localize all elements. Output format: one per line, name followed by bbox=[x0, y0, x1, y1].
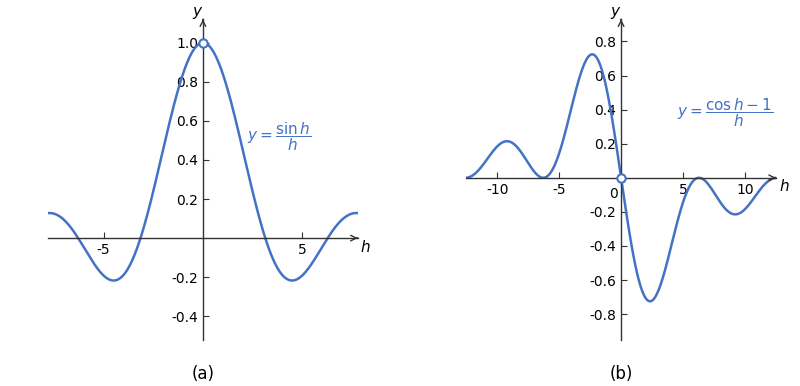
Text: h: h bbox=[779, 179, 789, 195]
Text: $y = \dfrac{\cos h - 1}{h}$: $y = \dfrac{\cos h - 1}{h}$ bbox=[677, 96, 774, 129]
Text: $y = \dfrac{\sin h}{h}$: $y = \dfrac{\sin h}{h}$ bbox=[246, 120, 310, 153]
Text: (a): (a) bbox=[191, 365, 214, 383]
Text: y: y bbox=[610, 4, 619, 19]
Text: y: y bbox=[192, 4, 202, 19]
Text: 0: 0 bbox=[609, 187, 618, 201]
Text: h: h bbox=[361, 240, 370, 255]
Text: (b): (b) bbox=[610, 365, 633, 383]
